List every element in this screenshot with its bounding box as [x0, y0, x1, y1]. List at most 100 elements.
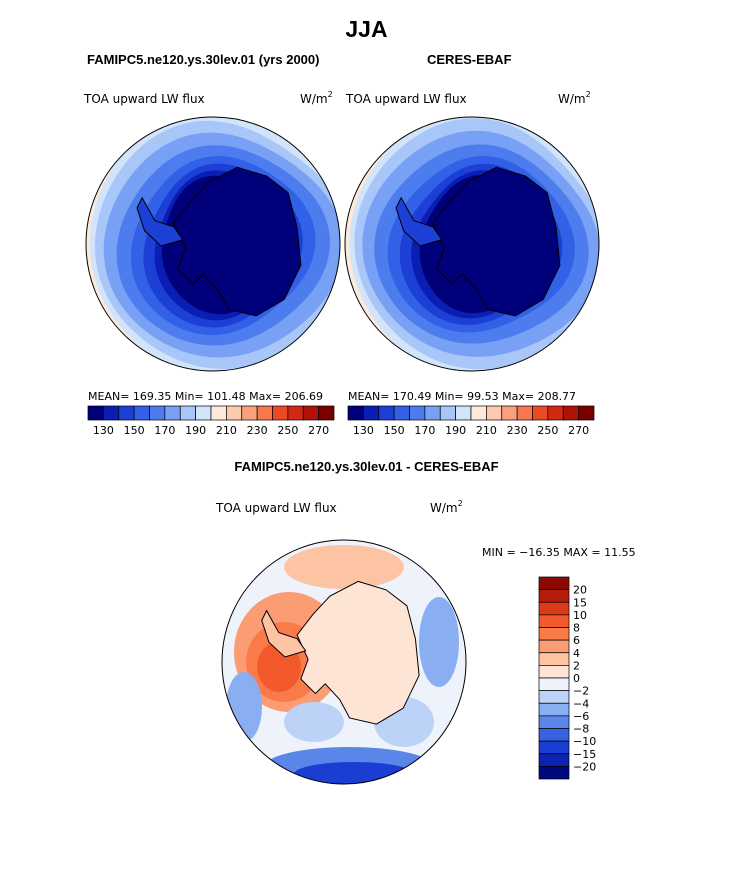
colorbar-swatch: [486, 405, 503, 421]
colorbar-swatch: [538, 665, 570, 679]
colorbar-swatch: [256, 405, 273, 421]
map-field: [345, 117, 599, 371]
colorbar-swatch: [103, 405, 120, 421]
map-panel-3: TOA upward LW flux W/m2 MIN = −16.35 MAX =…: [215, 499, 636, 785]
colorbar-swatch: [538, 677, 570, 691]
colorbar-swatch: [318, 405, 335, 421]
colorbar-swatch: [470, 405, 487, 421]
colorbar-tick-label: 230: [247, 424, 268, 437]
colorbar-swatch: [179, 405, 196, 421]
colorbar-tick-label: −2: [573, 685, 589, 698]
colorbar-tick-label: 190: [185, 424, 206, 437]
coastline-peninsula: [136, 196, 184, 247]
coastline-antarctica: [432, 166, 561, 317]
colorbar-swatch: [226, 405, 243, 421]
colorbar-swatch: [532, 405, 549, 421]
colorbar-tick-label: 6: [573, 634, 580, 647]
colorbar-tick-label: 250: [277, 424, 298, 437]
panel-right-title: CERES-EBAF: [427, 52, 512, 67]
variable-label: TOA upward LW flux: [215, 501, 337, 515]
colorbar-tick-label: 270: [568, 424, 589, 437]
colorbar-swatch: [547, 405, 564, 421]
colorbar-swatch: [538, 690, 570, 704]
coastline-peninsula: [261, 609, 307, 658]
colorbar-tick-label: 250: [537, 424, 558, 437]
colorbar-swatch: [538, 652, 570, 666]
colorbar-swatch: [538, 753, 570, 767]
colorbar-swatch: [363, 405, 380, 421]
panel-left-title: FAMIPC5.ne120.ys.30lev.01 (yrs 2000): [87, 52, 320, 67]
colorbar-tick-label: 150: [384, 424, 405, 437]
colorbar-swatch: [409, 405, 426, 421]
colorbar-swatch: [562, 405, 579, 421]
colorbar-swatch: [424, 405, 441, 421]
colorbar-swatch: [241, 405, 258, 421]
colorbar-swatch: [501, 405, 518, 421]
colorbar-swatch: [272, 405, 289, 421]
colorbar-swatch: [538, 589, 570, 603]
colorbar-tick-label: −10: [573, 735, 596, 748]
colorbar-tick-label: 130: [353, 424, 374, 437]
colorbar-swatch: [118, 405, 135, 421]
colorbar-swatch: [133, 405, 150, 421]
coastline-peninsula: [395, 196, 443, 247]
colorbar-swatch: [164, 405, 181, 421]
colorbar-swatch: [87, 405, 104, 421]
colorbar-swatch: [195, 405, 212, 421]
map-boundary: [221, 539, 467, 785]
colorbar-tick-label: −6: [573, 710, 589, 723]
colorbar-swatch: [302, 405, 319, 421]
map-field: [222, 540, 466, 784]
colorbar-swatch: [538, 639, 570, 654]
colorbar-tick-label: 0: [573, 672, 580, 685]
colorbar-swatch: [455, 405, 472, 421]
map-boundary: [85, 116, 341, 372]
variable-label: TOA upward LW flux: [83, 92, 205, 106]
difference-patch: [294, 762, 414, 784]
units-label: W/m2: [300, 90, 333, 106]
colorbar-tick-label: −20: [573, 760, 596, 773]
colorbar-tick-label: 130: [93, 424, 114, 437]
stats-label: MEAN= 170.49 Min= 99.53 Max= 208.77: [348, 390, 576, 403]
map-panel-1: TOA upward LW flux W/m2 MEAN= 169.35 Min= …: [83, 90, 341, 437]
stats-label: MEAN= 169.35 Min= 101.48 Max= 206.69: [88, 390, 323, 403]
difference-patch: [284, 702, 344, 742]
colorbar-tick-label: 170: [154, 424, 175, 437]
colorbar-tick-label: 170: [414, 424, 435, 437]
colorbar-tick-label: −15: [573, 748, 596, 761]
difference-patch: [284, 545, 404, 589]
coastline-antarctica: [296, 580, 420, 725]
colorbar-swatch: [439, 405, 456, 421]
map-boundary: [344, 116, 600, 372]
units-label: W/m2: [558, 90, 591, 106]
figure-title: JJA: [345, 16, 388, 42]
colorbar-tick-label: 210: [476, 424, 497, 437]
colorbar-tick-label: 150: [124, 424, 145, 437]
colorbar-tick-label: 270: [308, 424, 329, 437]
colorbar-swatch: [149, 405, 166, 421]
colorbar-swatch: [378, 405, 395, 421]
colorbar-tick-label: 10: [573, 609, 587, 622]
variable-label: TOA upward LW flux: [345, 92, 467, 106]
colorbar-swatch: [538, 740, 570, 755]
colorbar-tick-label: 230: [507, 424, 528, 437]
colorbar-tick-label: −8: [573, 723, 589, 736]
colorbar-swatch: [538, 627, 570, 641]
colorbar-swatch: [347, 405, 364, 421]
stats-label: MIN = −16.35 MAX = 11.55: [482, 546, 636, 559]
colorbar-swatch: [287, 405, 304, 421]
coastline-antarctica: [173, 166, 302, 317]
colorbar-tick-label: 4: [573, 647, 580, 660]
colorbar-swatch: [538, 601, 570, 616]
difference-patch: [419, 597, 459, 687]
colorbar-tick-label: 210: [216, 424, 237, 437]
map-panel-2: TOA upward LW flux W/m2 MEAN= 170.49 Min= …: [344, 90, 600, 437]
colorbar-tick-label: 190: [445, 424, 466, 437]
colorbar-swatch: [538, 715, 570, 729]
units-label: W/m2: [430, 499, 463, 515]
colorbar-swatch: [578, 405, 595, 421]
colorbar-swatch: [538, 614, 570, 628]
colorbar-tick-label: 2: [573, 659, 580, 672]
colorbar-tick-label: 8: [573, 622, 580, 635]
